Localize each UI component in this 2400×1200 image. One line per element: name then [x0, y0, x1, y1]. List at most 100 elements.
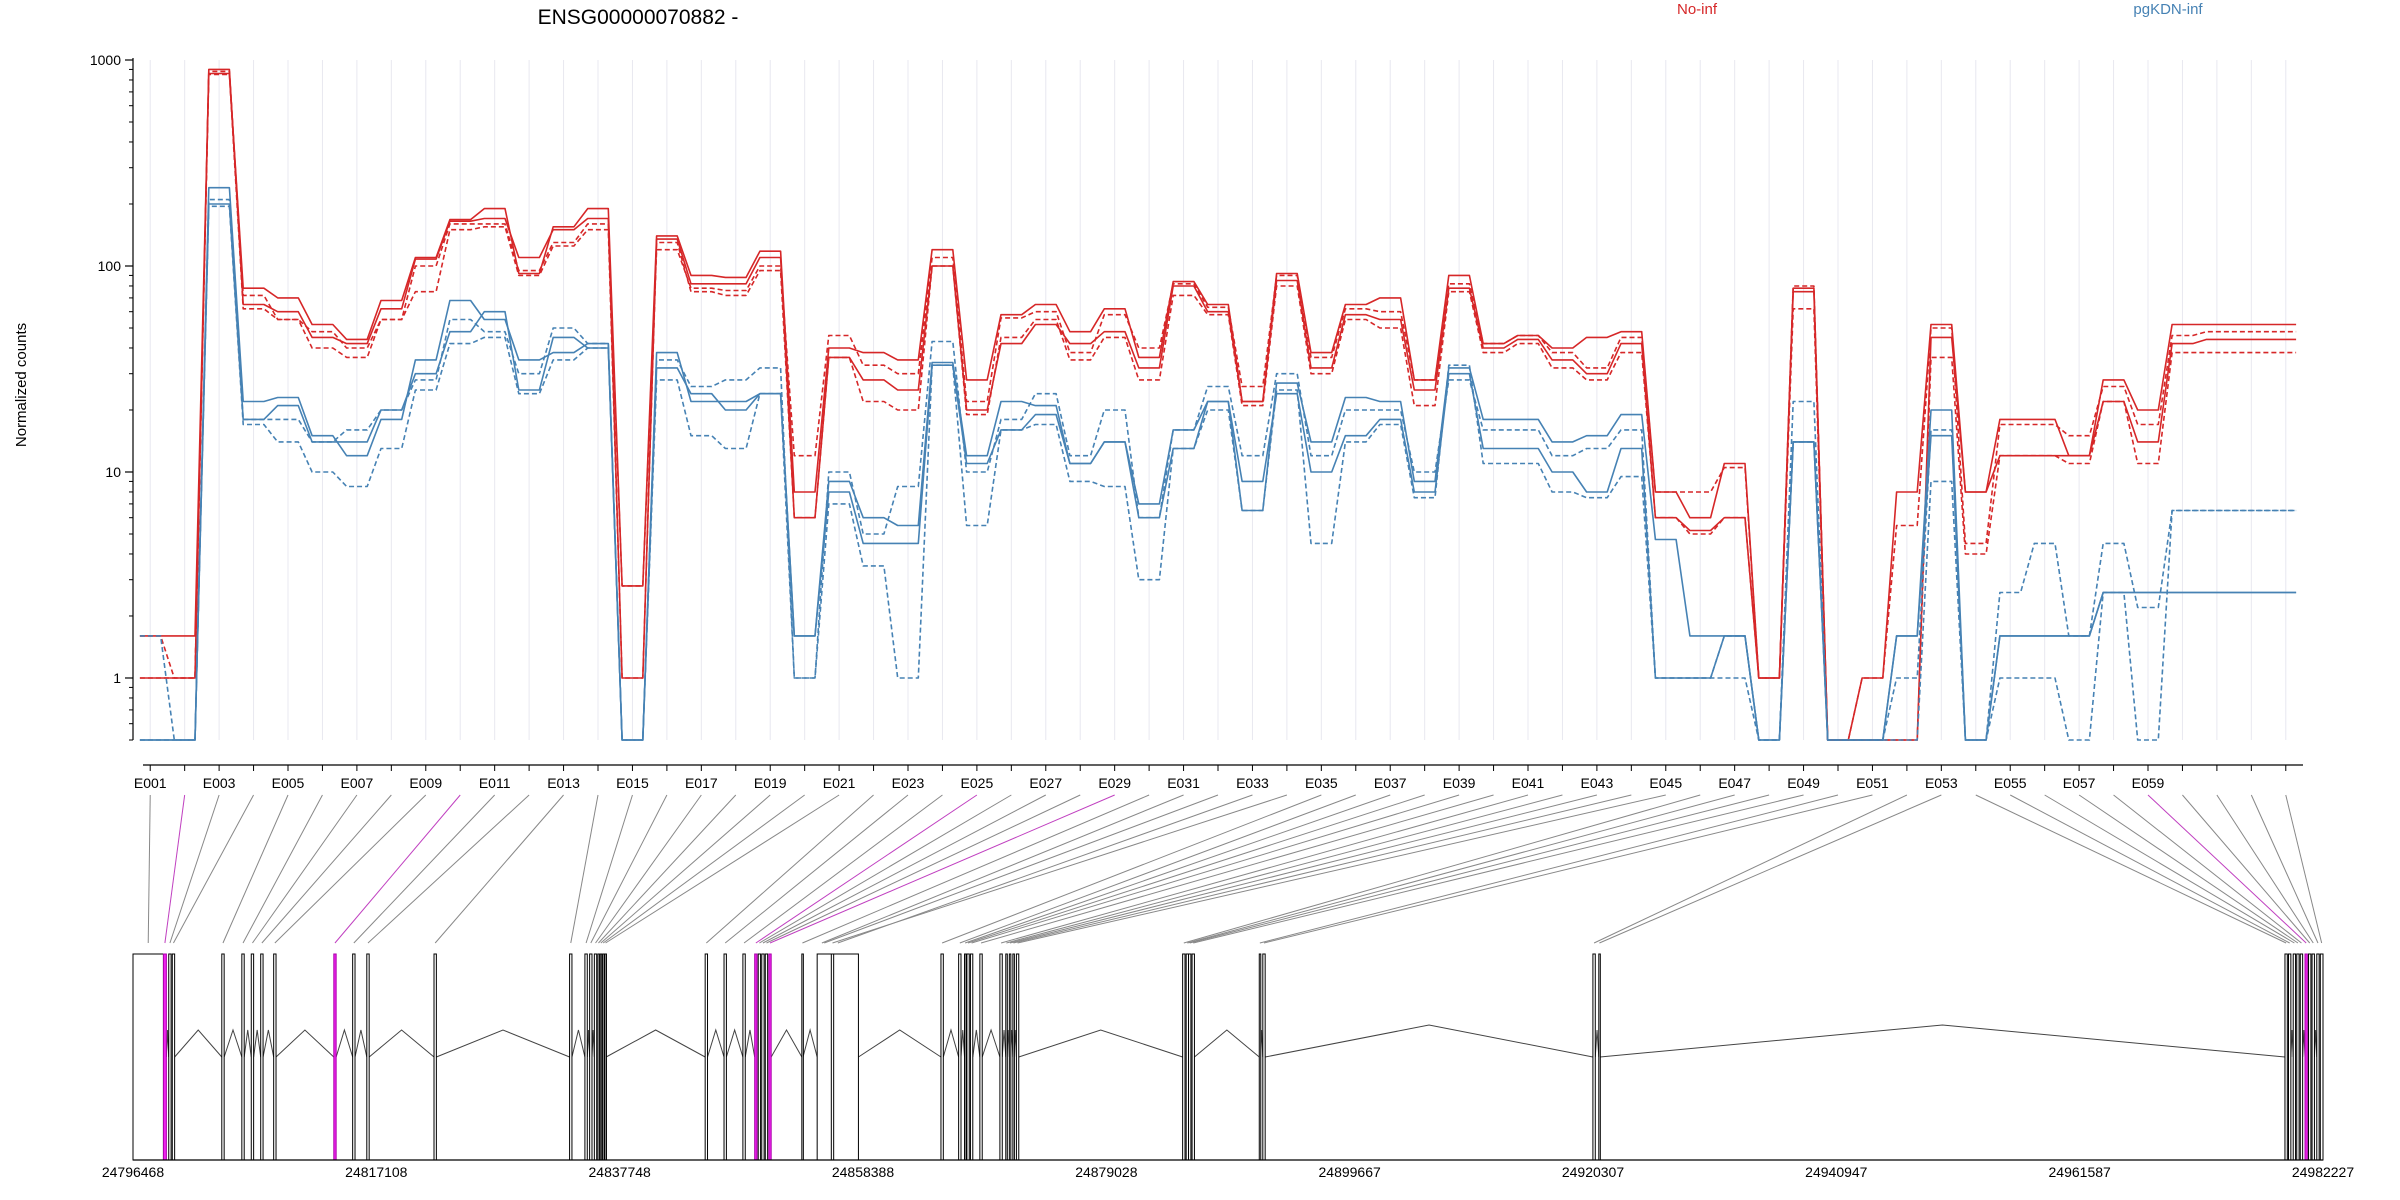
intron-line	[436, 1029, 570, 1058]
connector-e028	[766, 794, 1081, 944]
exon-box-e005	[221, 953, 225, 1161]
connector-e061	[2216, 794, 2314, 944]
exon-box-e052	[1592, 953, 1596, 1161]
connector-e007	[252, 794, 358, 944]
exon-box-e035	[940, 953, 944, 1161]
genome-tick-label: 24879028	[1075, 1164, 1138, 1180]
connector-e015	[585, 794, 633, 944]
connector-e021	[605, 794, 840, 944]
connector-e002	[164, 794, 186, 944]
exon-box-e007	[250, 953, 255, 1161]
connector-e027	[762, 794, 1047, 944]
exon-box-e063	[2319, 953, 2324, 1161]
connector-e031	[821, 794, 1184, 944]
intron-line	[262, 1029, 275, 1058]
exon-box-e053	[1598, 953, 1601, 1161]
exon-label: E029	[1098, 775, 1131, 791]
exon-box-e015	[584, 953, 588, 1161]
exon-box-e050	[1258, 953, 1262, 1161]
connector-e038	[967, 794, 1425, 944]
exon-label: E051	[1856, 775, 1889, 791]
exon-box-e024	[742, 953, 746, 1161]
intron-line	[1594, 1029, 1600, 1058]
exon-label: E031	[1167, 775, 1200, 791]
exon-box-e030	[801, 953, 804, 1161]
exon-box-e033	[816, 953, 859, 1161]
y-tick-label: 100	[98, 258, 122, 274]
connector-e037	[964, 794, 1391, 944]
genome-tick-label: 24940947	[1805, 1164, 1868, 1180]
exon-box-e039	[969, 953, 974, 1161]
intron-line	[858, 1029, 942, 1058]
exon-box-e011	[352, 953, 356, 1161]
connector-e062	[2250, 794, 2319, 944]
connector-e005	[222, 794, 289, 944]
legend-pgkdn-inf: pgKDN-inf	[2133, 1, 2203, 18]
exon-box-e022	[704, 953, 709, 1161]
connector-e055	[2009, 794, 2290, 944]
intron-line	[253, 1029, 262, 1058]
connector-e036	[959, 794, 1356, 944]
exon-box-e046	[1182, 953, 1186, 1161]
intron-line	[942, 1028, 960, 1058]
exon-box-e037	[964, 953, 967, 1161]
exon-label: E003	[203, 775, 236, 791]
intron-line	[770, 1028, 803, 1058]
exon-connector-lines	[147, 794, 2323, 944]
exon-label: E007	[341, 775, 374, 791]
exon-box-e040	[979, 953, 983, 1161]
y-tick-label: 10	[105, 464, 121, 480]
connector-e047	[1187, 794, 1735, 944]
exon-box-e045	[1015, 953, 1020, 1161]
exon-box-e038	[966, 953, 970, 1161]
connector-e042	[1006, 794, 1563, 944]
exon-box-e002	[162, 953, 167, 1161]
exon-box-e042	[1005, 953, 1008, 1161]
exon-box-e010	[333, 953, 337, 1161]
connector-e032	[824, 794, 1219, 944]
connector-e024	[743, 794, 943, 944]
exon-label: E011	[479, 775, 511, 791]
exon-box-e027	[761, 953, 765, 1161]
connector-e029	[769, 794, 1115, 944]
exon-label: E059	[2132, 775, 2165, 791]
exon-box-e009	[273, 953, 277, 1161]
exon-label: E025	[961, 775, 994, 791]
intron-line	[802, 1028, 818, 1058]
exon-label: E017	[685, 775, 718, 791]
connector-e013	[434, 794, 564, 944]
intron-line	[354, 1029, 368, 1058]
intron-line	[605, 1029, 706, 1058]
y-tick-label: 1000	[90, 52, 121, 68]
series-line-no-inf	[139, 72, 2297, 741]
intron-line	[368, 1029, 435, 1058]
exon-box-e029	[768, 953, 772, 1161]
exon-box-e013	[433, 953, 437, 1161]
connector-e004	[173, 794, 254, 944]
exon-box-e026	[757, 953, 762, 1161]
connector-e044	[1013, 794, 1632, 944]
connector-e043	[1009, 794, 1598, 944]
exon-box-e051	[1262, 953, 1266, 1161]
exon-label: E001	[134, 775, 167, 791]
connector-e046	[1183, 794, 1701, 944]
genome-tick-label: 24899667	[1319, 1164, 1382, 1180]
gene-model	[132, 953, 2324, 1161]
intron-line	[707, 1028, 725, 1058]
exon-label: E015	[616, 775, 649, 791]
connector-e057	[2078, 794, 2299, 944]
exon-box-e028	[764, 953, 769, 1161]
exon-box-e019	[599, 953, 603, 1161]
connector-e034	[832, 794, 1288, 944]
connector-e006	[242, 794, 323, 944]
y-axis-label: Normalized counts	[13, 323, 30, 447]
exon-label: E043	[1581, 775, 1614, 791]
exon-box-e001	[132, 953, 164, 1161]
connector-e003	[169, 794, 220, 944]
series-line-no-inf	[139, 70, 2297, 741]
intron-line	[972, 1029, 981, 1058]
exon-label: E033	[1236, 775, 1269, 791]
genome-tick-label: 24837748	[589, 1164, 652, 1180]
intron-line	[1599, 1024, 2286, 1058]
exon-box-e036	[958, 953, 962, 1161]
